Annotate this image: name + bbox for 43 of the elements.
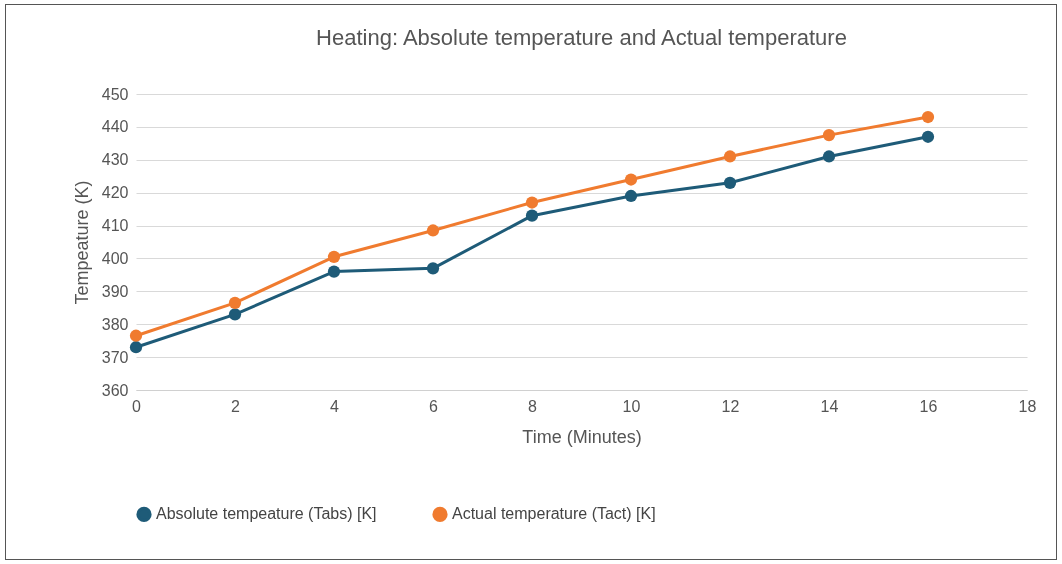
point [624, 173, 638, 186]
y-tick-label: 430 [101, 151, 129, 169]
y-tick-label: 400 [101, 249, 129, 267]
x-tick-label: 0 [132, 397, 142, 415]
x-tick-label: 6 [429, 397, 439, 415]
point [525, 209, 539, 222]
x-tick-label: 4 [330, 397, 340, 415]
y-tick-label: 440 [101, 118, 129, 136]
y-tick-label: 370 [101, 348, 129, 366]
x-tick-label: 2 [231, 397, 241, 415]
y-tick-label: 410 [101, 217, 129, 235]
point [525, 196, 539, 209]
x-tick-label: 8 [528, 397, 538, 415]
point [822, 150, 836, 163]
x-tick-label: 10 [622, 397, 641, 415]
x-axis-title: Time (Minutes) [522, 426, 642, 447]
point [921, 130, 935, 143]
point [822, 129, 836, 142]
point [129, 341, 143, 354]
x-tick-label: 14 [820, 397, 839, 415]
point [228, 308, 242, 321]
y-tick-label: 360 [101, 381, 129, 399]
legend-label: Actual temperature (Tact) [K] [452, 505, 656, 523]
point [327, 250, 341, 263]
point [921, 110, 935, 124]
point [129, 329, 143, 342]
point [624, 189, 638, 203]
point [426, 224, 440, 237]
x-tick-label: 18 [1018, 397, 1037, 415]
point [723, 176, 737, 189]
point [228, 296, 242, 309]
point [723, 150, 737, 163]
legend-label: Absolute tempeature (Tabs) [K] [156, 505, 377, 523]
y-tick-label: 380 [101, 315, 129, 333]
y-axis-title: Tempeature (K) [71, 180, 92, 305]
y-tick-label: 420 [101, 184, 129, 202]
x-tick-label: 12 [721, 397, 740, 415]
y-tick-label: 450 [101, 85, 129, 103]
chart-title: Heating: Absolute temperature and Actual temperature [316, 25, 847, 50]
x-tick-label: 16 [919, 397, 938, 415]
y-tick-label: 390 [101, 282, 129, 300]
point [426, 262, 440, 275]
point [327, 265, 341, 278]
